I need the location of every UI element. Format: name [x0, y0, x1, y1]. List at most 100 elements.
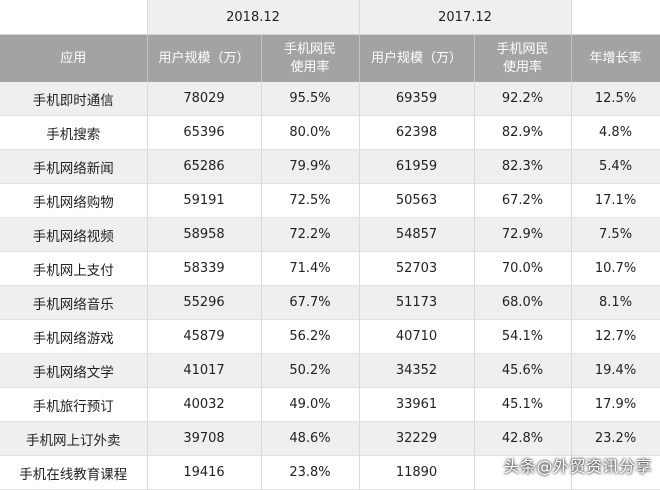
app-name-cell: 手机即时通信 [0, 82, 148, 116]
users-2017-cell: 69359 [359, 82, 475, 116]
column-header-app: 应用 [0, 34, 148, 82]
period-blank-cell [571, 0, 660, 35]
growth-cell: 19.4% [571, 353, 660, 388]
column-header-row: 应用 用户规模（万） 手机网民 使用率 用户规模（万） 手机网民 使用率 年增长… [0, 34, 660, 82]
rate-2017-cell: 54.1% [474, 319, 572, 354]
users-2017-cell: 50563 [359, 183, 475, 218]
column-header-users-2017: 用户规模（万） [359, 34, 475, 82]
column-header-growth: 年增长率 [571, 34, 660, 82]
app-name-cell: 手机网上订外卖 [0, 421, 148, 456]
rate-2018-cell: 50.2% [261, 353, 360, 388]
users-2018-cell: 59191 [147, 183, 262, 218]
app-name-cell: 手机网络新闻 [0, 149, 148, 184]
users-2018-cell: 58339 [147, 251, 262, 286]
column-header-rate-2017: 手机网民 使用率 [474, 34, 572, 82]
rate-2017-cell: 70.0% [474, 251, 572, 286]
users-2018-cell: 19416 [147, 455, 262, 490]
rate-2018-line1: 手机网民 [284, 41, 337, 57]
growth-cell: 10.7% [571, 251, 660, 286]
users-2018-cell: 58958 [147, 217, 262, 252]
rate-2017-cell: 45.6% [474, 353, 572, 388]
rate-2018-cell: 71.4% [261, 251, 360, 286]
app-name-cell: 手机在线教育课程 [0, 455, 148, 490]
app-name-cell: 手机网络文学 [0, 353, 148, 388]
app-name-cell: 手机旅行预订 [0, 387, 148, 422]
users-2017-cell: 11890 [359, 455, 475, 490]
rate-2018-cell: 49.0% [261, 387, 360, 422]
users-2017-cell: 62398 [359, 115, 475, 150]
users-2018-cell: 39708 [147, 421, 262, 456]
users-2018-cell: 65286 [147, 149, 262, 184]
users-2018-cell: 45879 [147, 319, 262, 354]
growth-cell: 8.1% [571, 285, 660, 320]
rate-2018-cell: 72.5% [261, 183, 360, 218]
rate-2017-cell: 82.9% [474, 115, 572, 150]
app-name-cell: 手机网络视频 [0, 217, 148, 252]
users-2018-cell: 40032 [147, 387, 262, 422]
growth-cell: 23.2% [571, 421, 660, 456]
users-2018-cell: 41017 [147, 353, 262, 388]
watermark-text: 头条@外贸资讯分享 [503, 457, 652, 476]
users-2018-cell: 55296 [147, 285, 262, 320]
rate-2017-line2: 使用率 [503, 59, 543, 75]
table-row: 手机搜索 65396 80.0% 62398 82.9% 4.8% [0, 115, 660, 150]
users-2017-cell: 34352 [359, 353, 475, 388]
table-row: 手机网络视频 58958 72.2% 54857 72.9% 7.5% [0, 217, 660, 252]
rate-2017-cell: 42.8% [474, 421, 572, 456]
rate-2018-cell: 23.8% [261, 455, 360, 490]
rate-2017-cell: 92.2% [474, 82, 572, 116]
rate-2018-cell: 67.7% [261, 285, 360, 320]
users-2017-cell: 52703 [359, 251, 475, 286]
column-header-rate-2018: 手机网民 使用率 [261, 34, 360, 82]
table-body: 手机即时通信 78029 95.5% 69359 92.2% 12.5% 手机搜索 65396… [0, 82, 660, 490]
growth-cell: 12.5% [571, 82, 660, 116]
period-blank-cell [0, 0, 148, 35]
users-2018-cell: 65396 [147, 115, 262, 150]
period-header-2018: 2018.12 [147, 0, 360, 35]
column-header-users-2018: 用户规模（万） [147, 34, 262, 82]
table-row: 手机网络文学 41017 50.2% 34352 45.6% 19.4% [0, 353, 660, 388]
table-row: 手机网络游戏 45879 56.2% 40710 54.1% 12.7% [0, 319, 660, 354]
users-2017-cell: 54857 [359, 217, 475, 252]
rate-2017-cell: 72.9% [474, 217, 572, 252]
table-row: 手机网上支付 58339 71.4% 52703 70.0% 10.7% [0, 251, 660, 286]
rate-2018-cell: 95.5% [261, 82, 360, 116]
rate-2018-cell: 79.9% [261, 149, 360, 184]
users-2018-cell: 78029 [147, 82, 262, 116]
growth-cell: 4.8% [571, 115, 660, 150]
rate-2018-line2: 使用率 [290, 59, 330, 75]
rate-2017-line1: 手机网民 [496, 41, 549, 57]
rate-2018-cell: 80.0% [261, 115, 360, 150]
rate-2017-cell: 45.1% [474, 387, 572, 422]
app-name-cell: 手机网络购物 [0, 183, 148, 218]
table-row: 手机网络新闻 65286 79.9% 61959 82.3% 5.4% [0, 149, 660, 184]
rate-2018-cell: 56.2% [261, 319, 360, 354]
users-2017-cell: 51173 [359, 285, 475, 320]
rate-2018-cell: 48.6% [261, 421, 360, 456]
table-row: 手机网络购物 59191 72.5% 50563 67.2% 17.1% [0, 183, 660, 218]
table-row: 手机即时通信 78029 95.5% 69359 92.2% 12.5% [0, 82, 660, 116]
table-row: 手机网络音乐 55296 67.7% 51173 68.0% 8.1% [0, 285, 660, 320]
users-2017-cell: 40710 [359, 319, 475, 354]
growth-cell: 17.1% [571, 183, 660, 218]
table-row: 手机旅行预订 40032 49.0% 33961 45.1% 17.9% [0, 387, 660, 422]
period-header-2017: 2017.12 [359, 0, 572, 35]
rate-2018-cell: 72.2% [261, 217, 360, 252]
growth-cell: 5.4% [571, 149, 660, 184]
growth-cell: 7.5% [571, 217, 660, 252]
users-2017-cell: 33961 [359, 387, 475, 422]
table-row: 手机网上订外卖 39708 48.6% 32229 42.8% 23.2% [0, 421, 660, 456]
app-name-cell: 手机搜索 [0, 115, 148, 150]
rate-2017-cell: 82.3% [474, 149, 572, 184]
growth-cell: 17.9% [571, 387, 660, 422]
app-name-cell: 手机网络游戏 [0, 319, 148, 354]
growth-cell: 12.7% [571, 319, 660, 354]
users-2017-cell: 61959 [359, 149, 475, 184]
app-name-cell: 手机网络音乐 [0, 285, 148, 320]
period-header-row: 2018.12 2017.12 [0, 0, 660, 35]
rate-2017-cell: 68.0% [474, 285, 572, 320]
users-2017-cell: 32229 [359, 421, 475, 456]
app-name-cell: 手机网上支付 [0, 251, 148, 286]
rate-2017-cell: 67.2% [474, 183, 572, 218]
